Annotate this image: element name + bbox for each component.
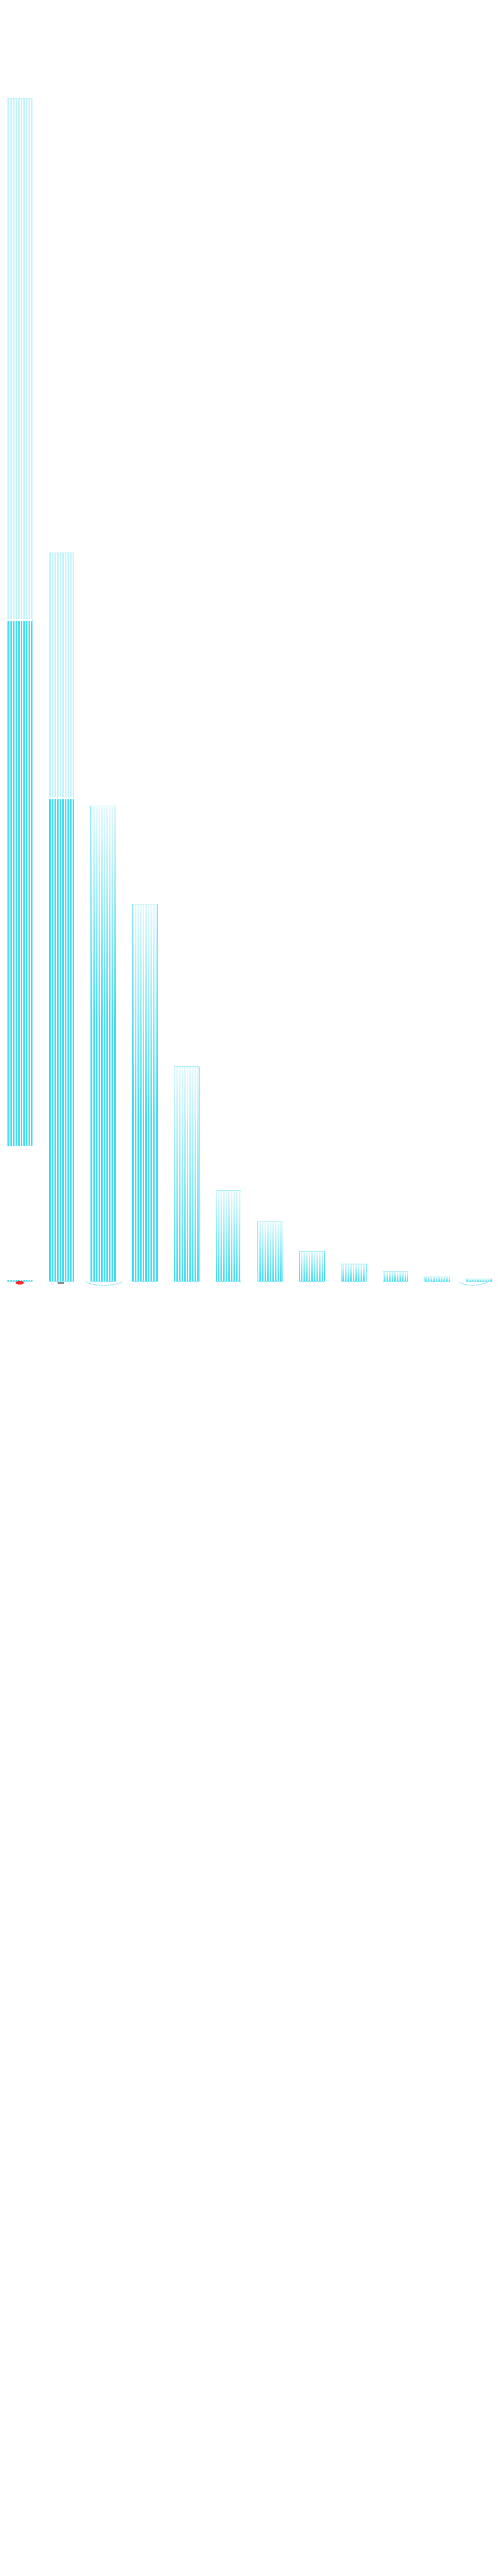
bar-5 xyxy=(174,1066,200,1282)
overlay-group xyxy=(7,98,74,1280)
bar-12 xyxy=(466,1279,492,1282)
baseline-curve-1 xyxy=(85,1282,122,1286)
bar-1-gap xyxy=(7,1146,33,1280)
baseline-marks xyxy=(16,1281,488,1286)
bar-6 xyxy=(216,1190,241,1282)
bar-3 xyxy=(90,806,116,1282)
bar-7 xyxy=(257,1222,283,1282)
bar-overlay-2 xyxy=(49,552,74,799)
baseline-marker xyxy=(16,1281,24,1285)
baseline-curve-2 xyxy=(459,1282,488,1286)
bar-overlay-1 xyxy=(7,98,33,620)
bars-group xyxy=(7,98,492,1282)
baseline-tick xyxy=(58,1282,64,1284)
bar-4 xyxy=(132,904,158,1282)
bar-11 xyxy=(424,1277,450,1282)
bar-8 xyxy=(299,1251,325,1282)
bar-10 xyxy=(383,1271,408,1282)
bar-9 xyxy=(341,1264,367,1282)
